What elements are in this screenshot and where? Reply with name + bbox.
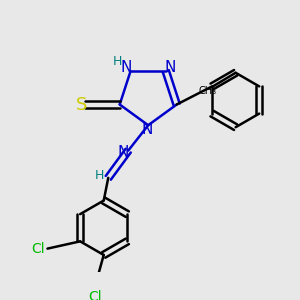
Text: N: N <box>120 60 132 75</box>
Text: S: S <box>76 95 87 113</box>
Text: H: H <box>113 56 123 68</box>
Text: H: H <box>94 169 104 182</box>
Text: Cl: Cl <box>32 242 45 256</box>
Text: N: N <box>142 122 153 137</box>
Text: CH₃: CH₃ <box>199 86 217 96</box>
Text: Cl: Cl <box>88 290 101 300</box>
Text: N: N <box>117 145 128 160</box>
Text: N: N <box>165 60 176 75</box>
